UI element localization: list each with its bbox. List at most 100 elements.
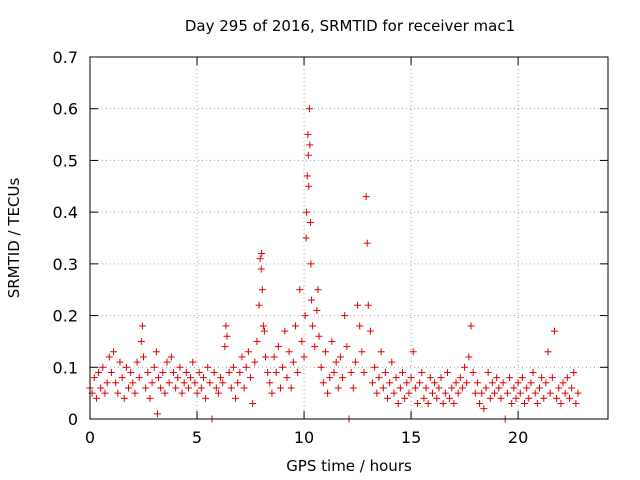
data-point	[199, 374, 207, 382]
data-point	[133, 358, 141, 366]
data-point	[197, 384, 205, 392]
data-point	[354, 301, 362, 309]
data-point	[381, 368, 389, 376]
data-point	[221, 343, 229, 351]
data-point	[550, 327, 558, 335]
data-point	[249, 399, 257, 407]
data-point	[251, 358, 259, 366]
data-point	[142, 384, 150, 392]
data-point	[127, 368, 135, 376]
data-point	[309, 322, 317, 330]
y-tick-label: 0	[68, 410, 78, 429]
data-point	[92, 394, 100, 402]
data-point	[236, 368, 244, 376]
axis-ticks: 0 0.1 0.2 0.3 0.4 0.5 0.6 0.7 0 5 10 15 20	[53, 48, 608, 447]
data-point	[229, 363, 237, 371]
data-point	[258, 250, 266, 258]
data-point	[324, 389, 332, 397]
data-point	[553, 394, 561, 402]
data-point	[491, 389, 499, 397]
data-point	[514, 379, 522, 387]
data-point	[366, 327, 374, 335]
y-tick-label: 0.2	[53, 307, 78, 326]
data-point	[313, 306, 321, 314]
grid	[90, 57, 608, 419]
data-point	[512, 394, 520, 402]
data-point	[523, 384, 531, 392]
data-point	[409, 348, 417, 356]
data-point	[304, 131, 312, 139]
x-tick-label: 10	[294, 428, 314, 447]
data-point	[499, 379, 507, 387]
data-point	[471, 389, 479, 397]
data-point	[112, 379, 120, 387]
x-tick-label: 15	[401, 428, 421, 447]
data-point	[420, 394, 428, 402]
data-point	[426, 374, 434, 382]
data-point	[176, 363, 184, 371]
data-point	[182, 368, 190, 376]
data-point	[296, 286, 304, 294]
data-point	[358, 348, 366, 356]
data-point	[351, 358, 359, 366]
data-point	[388, 358, 396, 366]
data-point	[458, 384, 466, 392]
x-axis-title: GPS time / hours	[286, 457, 412, 475]
data-point	[394, 399, 402, 407]
data-point	[306, 141, 314, 149]
data-point	[135, 374, 143, 382]
data-point	[399, 368, 407, 376]
data-point	[484, 368, 492, 376]
data-point	[303, 172, 311, 180]
data-point	[240, 384, 248, 392]
data-point	[441, 389, 449, 397]
data-point	[294, 368, 302, 376]
data-point	[140, 353, 148, 361]
data-point	[486, 394, 494, 402]
data-point	[167, 353, 175, 361]
data-point	[548, 374, 556, 382]
data-point	[321, 348, 329, 356]
data-point	[482, 384, 490, 392]
data-point	[360, 368, 368, 376]
data-point	[285, 348, 293, 356]
data-point	[301, 312, 309, 320]
data-point	[223, 332, 231, 340]
x-tick-label: 5	[192, 428, 202, 447]
data-point	[392, 374, 400, 382]
data-point	[544, 348, 552, 356]
data-point	[95, 368, 103, 376]
data-point	[244, 348, 252, 356]
data-point	[377, 348, 385, 356]
data-point	[153, 410, 161, 418]
data-point	[264, 368, 272, 376]
data-point	[386, 379, 394, 387]
data-point	[202, 394, 210, 402]
data-point	[495, 384, 503, 392]
data-point	[510, 384, 518, 392]
y-tick-label: 0.4	[53, 203, 78, 222]
data-point	[416, 379, 424, 387]
data-point	[428, 389, 436, 397]
data-point	[219, 379, 227, 387]
data-point	[529, 368, 537, 376]
data-point	[144, 368, 152, 376]
data-point	[336, 353, 344, 361]
y-tick-label: 0.6	[53, 100, 78, 119]
x-tick-label: 0	[85, 428, 95, 447]
data-point	[195, 368, 203, 376]
data-point	[298, 337, 306, 345]
data-point	[274, 343, 282, 351]
data-point	[283, 374, 291, 382]
data-point	[407, 374, 415, 382]
data-point	[150, 363, 158, 371]
data-point	[311, 343, 319, 351]
data-point	[118, 374, 126, 382]
data-point	[291, 322, 299, 330]
data-point	[272, 368, 280, 376]
data-point	[225, 368, 233, 376]
data-point	[214, 389, 222, 397]
data-point	[307, 260, 315, 268]
data-point	[120, 394, 128, 402]
data-point	[304, 151, 312, 159]
